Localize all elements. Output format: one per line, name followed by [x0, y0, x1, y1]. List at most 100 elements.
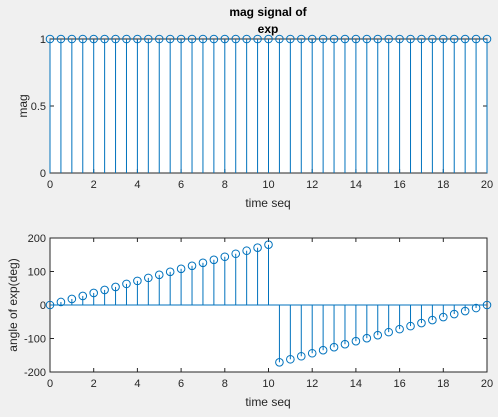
angle-y-tick-label: 200 [28, 233, 46, 245]
angle-stem-marker [187, 261, 197, 271]
angle-stems [45, 240, 492, 367]
angle-stem-marker [482, 300, 492, 310]
mag-y-tick-label: 1 [40, 34, 46, 46]
angle-x-tick-label: 20 [481, 378, 493, 390]
mag-stem-marker [373, 34, 383, 44]
angle-stem-marker [242, 246, 251, 256]
mag-stem-marker [209, 34, 219, 44]
angle-x-ticks: 0 2 4 6 8 10 12 14 16 18 20 [47, 238, 493, 390]
angle-stem-marker [78, 291, 88, 301]
mag-stem-marker [144, 34, 153, 44]
mag-stem-marker [351, 34, 361, 44]
angle-x-tick-label: 8 [222, 378, 228, 390]
mag-stem-marker [133, 34, 142, 44]
angle-stem-marker [231, 249, 241, 259]
mag-stem-marker [231, 34, 241, 44]
mag-stem-marker [417, 34, 426, 44]
angle-stem-marker [56, 297, 66, 307]
angle-subplot: 0 2 4 6 8 10 12 14 16 18 20 -200 -100 0 100 200 time s… [6, 233, 493, 409]
angle-stem-marker [89, 288, 98, 298]
mag-stem-marker [395, 34, 404, 44]
mag-stems [45, 34, 492, 173]
mag-stem-marker [340, 34, 350, 44]
mag-stem-marker [89, 34, 98, 44]
mag-stem-marker [449, 34, 459, 44]
angle-stem-marker [67, 294, 77, 304]
angle-stem-marker [307, 348, 317, 358]
angle-stem-marker [439, 312, 448, 322]
angle-stem-marker [362, 333, 372, 343]
mag-stem-marker [67, 34, 77, 44]
angle-stem-marker [122, 279, 131, 289]
mag-stem-marker [384, 34, 393, 44]
mag-stem-marker [187, 34, 197, 44]
angle-stem-marker [111, 282, 120, 292]
angle-y-tick-label: -200 [24, 367, 46, 379]
angle-y-tick-label: 0 [40, 300, 46, 312]
mag-stem-marker [329, 34, 339, 44]
angle-x-tick-label: 18 [437, 378, 449, 390]
angle-stem-marker [460, 306, 470, 316]
angle-stem-marker [340, 339, 350, 349]
mag-subplot: mag signal of exp 0 2 4 6 8 10 12 14 16 18 20 00.5… [16, 5, 493, 210]
mag-x-tick-label: 20 [481, 179, 493, 191]
angle-stem-marker [384, 327, 393, 337]
mag-stem-marker [406, 34, 415, 44]
mag-stem-marker [198, 34, 208, 44]
mag-stem-marker [176, 34, 186, 44]
angle-stem-marker [133, 276, 142, 286]
mag-stem-marker [220, 34, 230, 44]
mag-y-axis-label: mag [16, 94, 30, 117]
angle-stem-marker [395, 324, 404, 334]
mag-stem-marker [122, 34, 131, 44]
angle-y-tick-label: -100 [24, 334, 46, 346]
mag-stem-marker [264, 34, 273, 44]
angle-stem-marker [351, 336, 361, 346]
mag-y-tick-label: 0 [40, 168, 46, 180]
angle-stem-marker [165, 267, 175, 277]
angle-stem-marker [296, 351, 306, 361]
mag-stem-marker [242, 34, 251, 44]
angle-stem-marker [264, 240, 273, 249]
mag-x-tick-label: 2 [91, 179, 97, 191]
mag-stem-marker [165, 34, 175, 44]
angle-stem-marker [154, 270, 164, 280]
angle-stem-marker [253, 243, 262, 253]
mag-x-tick-label: 16 [393, 179, 405, 191]
mag-x-tick-label: 0 [47, 179, 53, 191]
mag-stem-marker [460, 34, 470, 44]
mag-stem-marker [428, 34, 437, 44]
angle-stem-marker [417, 318, 426, 328]
mag-stem-marker [45, 34, 55, 44]
mag-x-tick-label: 4 [134, 179, 140, 191]
angle-x-tick-label: 10 [262, 378, 274, 390]
angle-stem-marker [45, 300, 55, 310]
angle-x-axis-label: time seq [245, 395, 290, 409]
angle-stem-marker [275, 357, 284, 367]
angle-y-axis-label: angle of exp(deg) [6, 258, 20, 351]
mag-stem-marker [318, 34, 328, 44]
angle-stem-marker [286, 354, 295, 364]
mag-stem-marker [253, 34, 262, 44]
angle-stem-marker [471, 303, 481, 313]
angle-stem-marker [329, 342, 339, 352]
mag-stem-marker [56, 34, 66, 44]
angle-stem-marker [373, 330, 383, 340]
mag-x-tick-label: 14 [350, 179, 362, 191]
angle-stem-marker [176, 264, 186, 274]
mag-x-tick-label: 8 [222, 179, 228, 191]
mag-stem-marker [482, 34, 492, 44]
angle-stem-marker [198, 258, 208, 268]
mag-stem-marker [286, 34, 295, 44]
mag-x-tick-label: 12 [306, 179, 318, 191]
angle-y-tick-label: 100 [28, 267, 46, 279]
mag-stem-marker [307, 34, 317, 44]
angle-x-tick-label: 16 [393, 378, 405, 390]
angle-x-tick-label: 12 [306, 378, 318, 390]
angle-x-tick-label: 0 [47, 378, 53, 390]
angle-stem-marker [428, 315, 437, 325]
mag-stem-marker [100, 34, 109, 44]
mag-title-line-1: mag signal of [229, 5, 307, 19]
mag-stem-marker [275, 34, 284, 44]
